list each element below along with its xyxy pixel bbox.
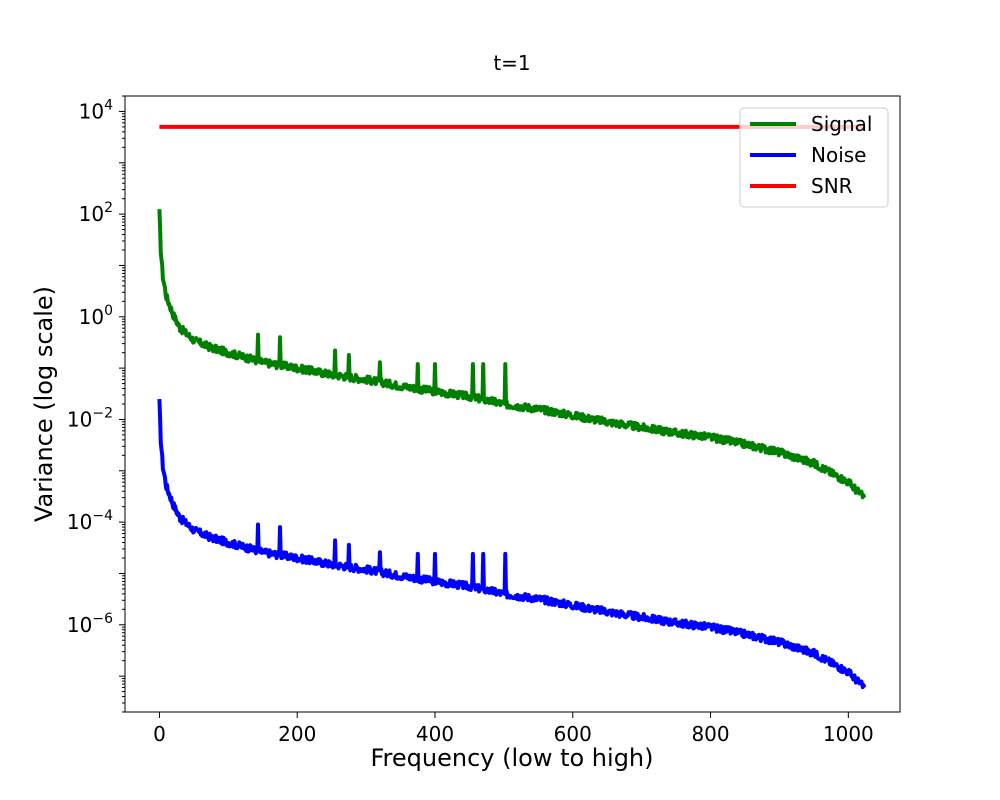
x-tick-label: 200 xyxy=(278,722,316,746)
chart-title: t=1 xyxy=(493,51,530,75)
x-tick-label: 600 xyxy=(554,722,592,746)
x-axis-ticks: 0 200 400 600 800 1000 xyxy=(153,712,874,746)
y-axis-label: Variance (log scale) xyxy=(30,286,58,522)
x-tick-label: 400 xyxy=(416,722,454,746)
y-axis-ticks: 10−6 10−4 10−2 100 102 104 xyxy=(67,95,125,713)
x-axis-label: Frequency (low to high) xyxy=(371,744,654,772)
legend-label-noise: Noise xyxy=(811,143,866,167)
y-tick-label: 104 xyxy=(79,97,113,123)
y-tick-label: 10−2 xyxy=(67,405,113,431)
legend-label-snr: SNR xyxy=(811,174,853,198)
series-line-signal xyxy=(157,209,867,500)
legend: Signal Noise SNR xyxy=(739,107,889,208)
y-tick-label: 10−4 xyxy=(67,508,113,534)
y-tick-label: 102 xyxy=(79,200,113,226)
x-tick-label: 0 xyxy=(153,722,166,746)
legend-label-signal: Signal xyxy=(811,112,872,136)
series-line-noise xyxy=(157,399,867,690)
x-tick-label: 800 xyxy=(691,722,729,746)
x-tick-label: 1000 xyxy=(823,722,874,746)
y-tick-label: 10−6 xyxy=(67,611,113,637)
y-tick-label: 100 xyxy=(79,303,113,329)
plot-lines xyxy=(157,124,867,690)
legend-box xyxy=(739,107,889,208)
